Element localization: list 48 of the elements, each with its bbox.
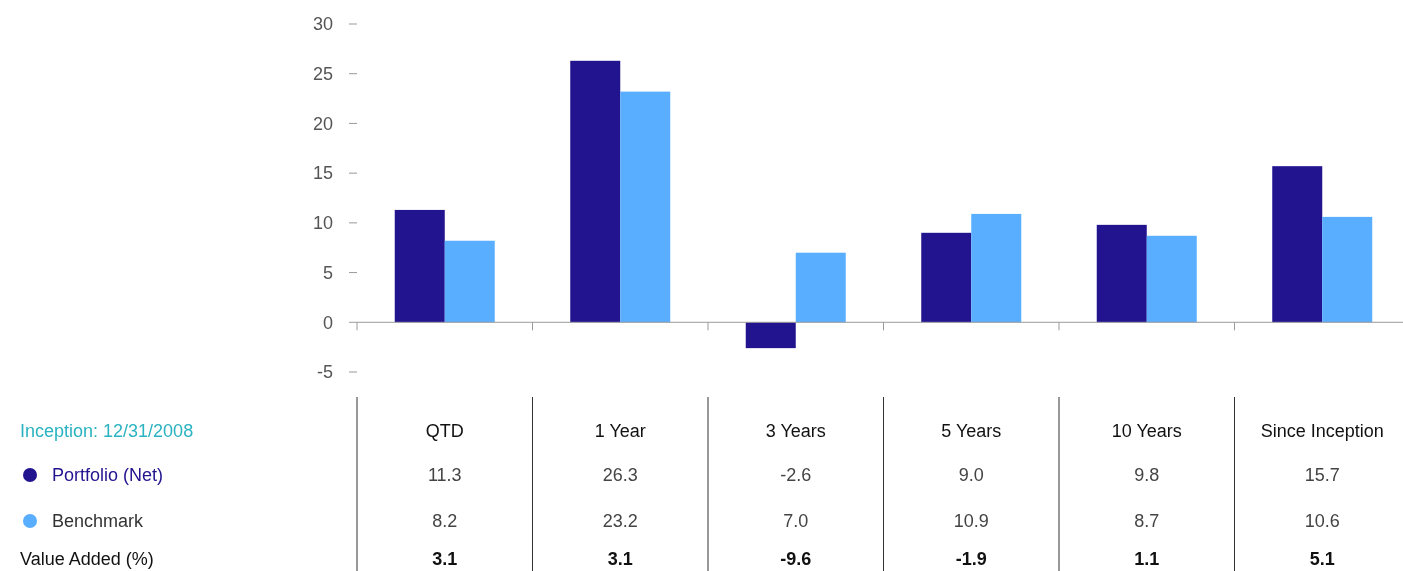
x-tick-label: Since Inception <box>1260 421 1384 442</box>
data-label: 26.3 <box>602 465 638 486</box>
text: Value Added (%) <box>20 549 154 570</box>
bar <box>1322 216 1373 323</box>
data-label: 23.2 <box>602 511 638 532</box>
bar <box>921 232 972 323</box>
data-label: 9.0 <box>958 465 984 486</box>
bar <box>971 213 1022 323</box>
y-tick-label: 10 <box>312 213 333 234</box>
bar <box>1146 235 1197 323</box>
legend-label: Benchmark <box>52 511 145 532</box>
bar <box>570 60 621 323</box>
data-label: 10.6 <box>1304 511 1340 532</box>
y-tick-label: 20 <box>312 113 333 134</box>
text: 3.1 <box>432 549 458 570</box>
data-label: 11.3 <box>427 465 462 486</box>
x-tick-label: QTD <box>425 421 464 442</box>
data-label: 8.2 <box>432 511 458 532</box>
text: 3.1 <box>607 549 633 570</box>
bar <box>620 91 671 323</box>
data-label: 7.0 <box>783 511 809 532</box>
bar <box>1272 166 1323 323</box>
data-label: -2.6 <box>780 465 812 486</box>
data-label: 15.7 <box>1304 465 1340 486</box>
text: 1.1 <box>1134 549 1160 570</box>
bar <box>444 240 495 323</box>
data-label: 10.9 <box>953 511 989 532</box>
y-tick-label: -5 <box>316 362 333 383</box>
bar <box>394 209 445 323</box>
data-label: 9.8 <box>1134 465 1160 486</box>
bar <box>795 252 846 323</box>
bar <box>745 322 796 349</box>
bar <box>1096 224 1147 323</box>
text: 5.1 <box>1309 549 1335 570</box>
x-tick-label: 5 Years <box>941 421 1002 442</box>
y-tick-label: 5 <box>322 262 333 283</box>
text: Inception: 12/31/2008 <box>20 421 194 442</box>
x-tick-label: 3 Years <box>765 421 826 442</box>
legend-label: Portfolio (Net) <box>52 465 164 486</box>
x-tick-label: 10 Years <box>1111 421 1182 442</box>
text: -1.9 <box>955 549 987 570</box>
y-tick-label: 25 <box>312 64 333 85</box>
y-tick-label: 15 <box>312 163 333 184</box>
y-tick-label: 30 <box>312 14 333 35</box>
text: -9.6 <box>780 549 812 570</box>
x-tick-label: 1 Year <box>594 421 646 442</box>
data-label: 8.7 <box>1134 511 1160 532</box>
y-tick-label: 0 <box>322 312 333 333</box>
